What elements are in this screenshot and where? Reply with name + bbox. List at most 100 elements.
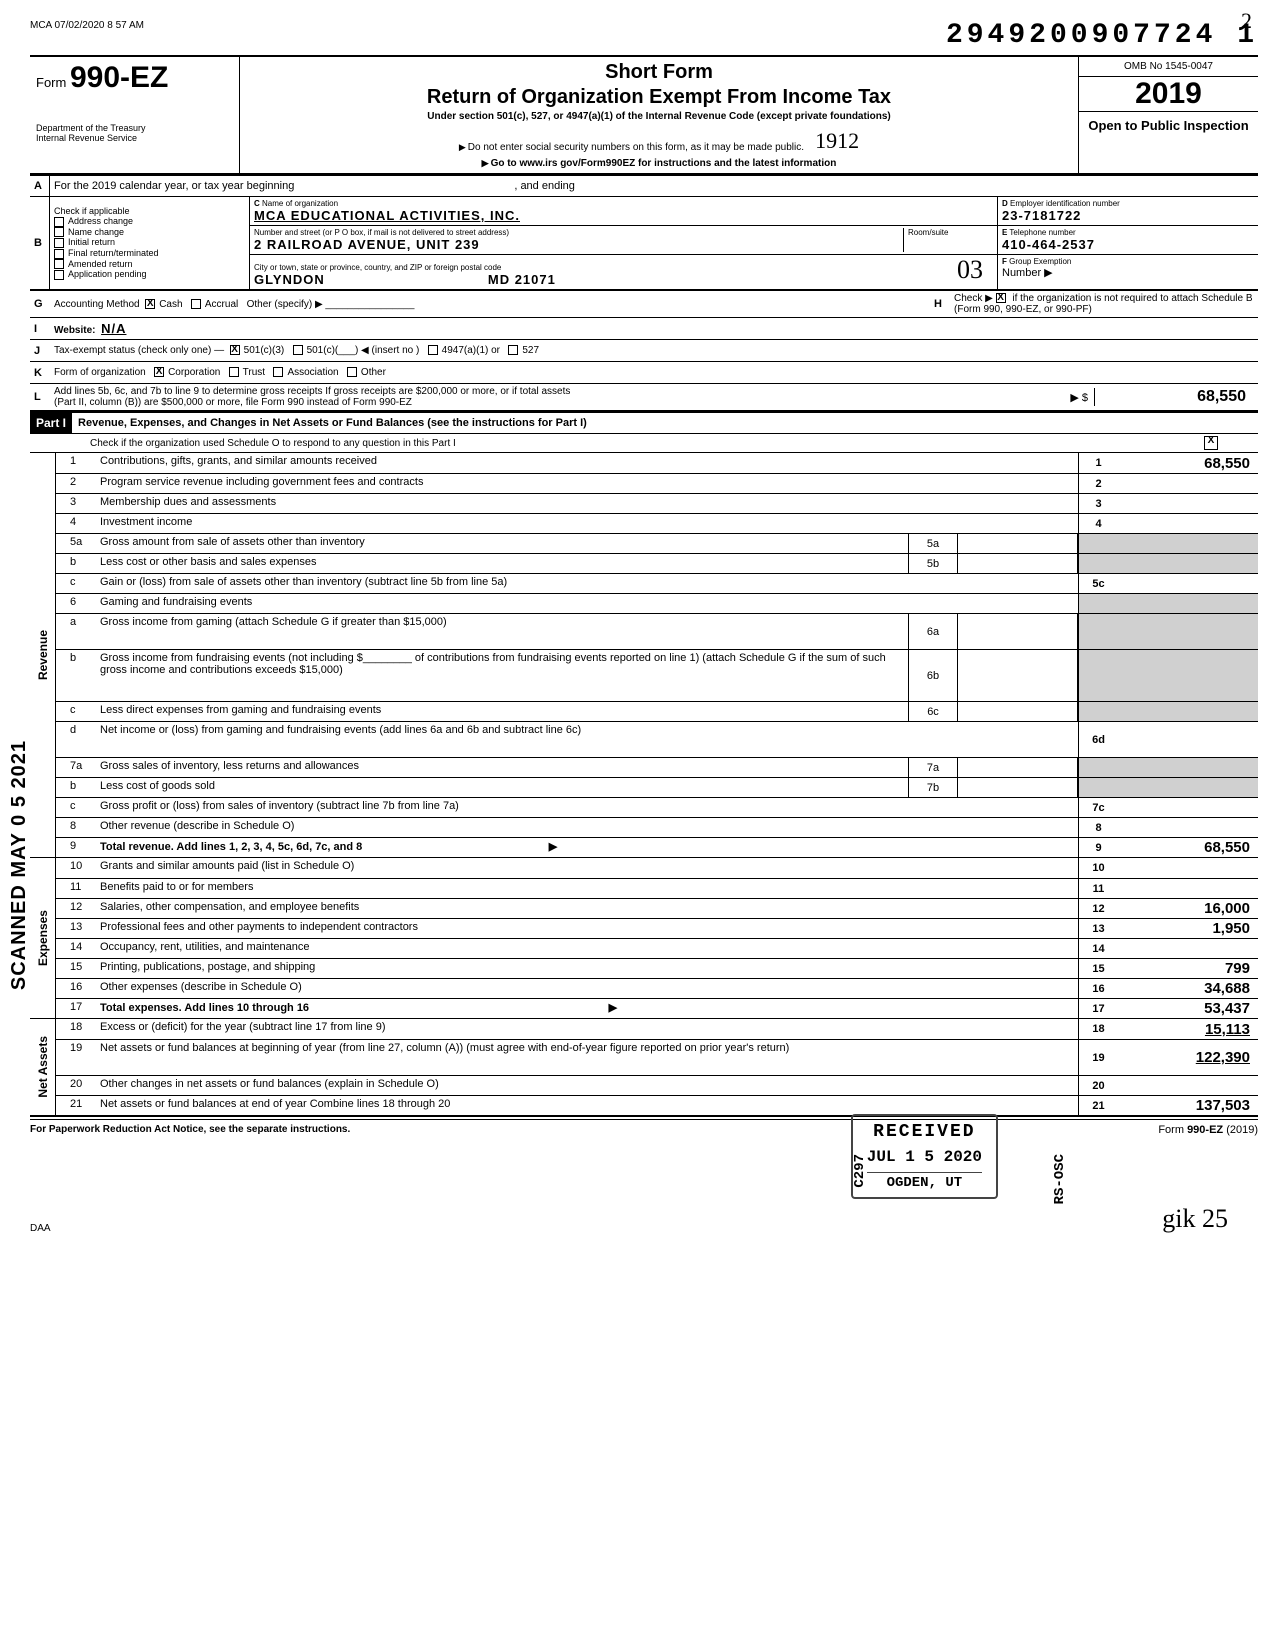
e-label: Telephone number [1009,228,1075,237]
cb-cash[interactable] [145,299,155,309]
cb-assoc[interactable] [273,367,283,377]
cb-trust[interactable] [229,367,239,377]
received-stamp: RECEIVED JUL 1 5 2020 OGDEN, UT [851,1114,998,1199]
short-form-title: Short Form [248,61,1070,84]
f-label: Group Exemption [1009,257,1071,266]
cb-name-change[interactable] [54,227,64,237]
line-14: Occupancy, rent, utilities, and maintena… [96,939,1078,958]
part1-label: Part I [30,413,72,433]
label-k: K [34,367,54,379]
side-net-assets: Net Assets [34,1032,52,1102]
cb-other[interactable] [347,367,357,377]
cb-final-return[interactable] [54,249,64,259]
line-5b: Less cost or other basis and sales expen… [96,554,908,573]
paperwork-notice: For Paperwork Reduction Act Notice, see … [30,1124,350,1136]
val-13: 1,950 [1118,919,1258,938]
cb-address-change[interactable] [54,217,64,227]
d-label: Employer identification number [1010,199,1120,208]
timestamp: MCA 07/02/2020 8 57 AM [30,20,144,31]
label-j: J [34,345,54,357]
f-number: Number ▶ [1002,267,1053,279]
ssn-note: Do not enter social security numbers on … [248,130,1070,156]
line-11: Benefits paid to or for members [96,879,1078,898]
line-17: Total expenses. Add lines 10 through 16 … [96,999,1078,1018]
line-3: Membership dues and assessments [96,494,1078,513]
tax-year: 2019 [1079,77,1258,112]
line-12: Salaries, other compensation, and employ… [96,899,1078,918]
a-text: For the 2019 calendar year, or tax year … [54,180,294,192]
line-8: Other revenue (describe in Schedule O) [96,818,1078,837]
val-18: 15,113 [1118,1019,1258,1039]
l-amount: 68,550 [1094,388,1254,406]
scanned-stamp: SCANNED MAY 0 5 2021 [8,740,31,990]
val-16: 34,688 [1118,979,1258,998]
line-2: Program service revenue including govern… [96,474,1078,493]
label-a: A [30,176,50,196]
cb-accrual[interactable] [191,299,201,309]
cb-527[interactable] [508,345,518,355]
line-10: Grants and similar amounts paid (list in… [96,858,1078,878]
hand-03: 03 [957,255,983,285]
part1-title: Revenue, Expenses, and Changes in Net As… [72,414,1258,432]
val-21: 137,503 [1118,1096,1258,1115]
val-15: 799 [1118,959,1258,978]
omb-number: OMB No 1545-0047 [1079,57,1258,77]
h-content: Check ▶ if the organization is not requi… [954,293,1254,315]
expenses-section: Expenses 10Grants and similar amounts pa… [30,858,1258,1019]
addr-label: Number and street (or P O box, if mail i… [254,228,903,237]
cb-4947[interactable] [428,345,438,355]
b-check-label: Check if applicable [54,206,130,216]
cb-schedule-o[interactable] [1204,436,1218,450]
val-1: 68,550 [1118,453,1258,473]
signature: gik 25 [1162,1204,1228,1234]
line-13: Professional fees and other payments to … [96,919,1078,938]
line-6c: Less direct expenses from gaming and fun… [96,702,908,721]
label-i: I [34,323,54,335]
cb-corp[interactable] [154,367,164,377]
part1-header-row: Part I Revenue, Expenses, and Changes in… [30,411,1258,434]
open-public: Open to Public Inspection [1079,112,1258,139]
cb-501c[interactable] [293,345,303,355]
irs: Internal Revenue Service [36,133,233,143]
j-content: Tax-exempt status (check only one) — 501… [54,345,1254,356]
line-19: Net assets or fund balances at beginning… [96,1040,1078,1075]
revenue-section: Revenue 1Contributions, gifts, grants, a… [30,453,1258,858]
l-content: Add lines 5b, 6c, and 7b to line 9 to de… [54,386,1070,408]
daa-mark: DAA [30,1223,51,1234]
room-label: Room/suite [908,228,993,237]
line-21: Net assets or fund balances at end of ye… [96,1096,1078,1115]
line-16: Other expenses (describe in Schedule O) [96,979,1078,998]
line-5c: Gain or (loss) from sale of assets other… [96,574,1078,593]
return-title: Return of Organization Exempt From Incom… [248,86,1070,109]
cb-initial-return[interactable] [54,238,64,248]
a-and-ending: , and ending [514,180,575,192]
phone: 410-464-2537 [1002,237,1095,252]
label-b: B [30,197,50,289]
org-city: GLYNDON [254,272,325,287]
hand-year: 1912 [815,128,859,153]
cb-pending[interactable] [54,270,64,280]
org-state-zip: MD 21071 [488,272,556,287]
k-content: Form of organization Corporation Trust A… [54,367,1254,378]
line-4: Investment income [96,514,1078,533]
l-arrow: ▶ $ [1070,391,1094,404]
line-7a: Gross sales of inventory, less returns a… [96,758,908,777]
val-12: 16,000 [1118,899,1258,918]
c297-stamp: C297 [852,1154,868,1188]
line-6d: Net income or (loss) from gaming and fun… [96,722,1078,757]
cb-amended[interactable] [54,259,64,269]
under-section: Under section 501(c), 527, or 4947(a)(1)… [248,111,1070,122]
line-1: Contributions, gifts, grants, and simila… [96,453,1078,473]
cb-501c3[interactable] [230,345,240,355]
ein: 23-7181722 [1002,208,1081,223]
rsosc-stamp: RS-OSC [1052,1154,1068,1204]
cb-schedule-b[interactable] [996,293,1006,303]
line-6: Gaming and fundraising events [96,594,1078,613]
line-7b: Less cost of goods sold [96,778,908,797]
org-address: 2 RAILROAD AVENUE, UNIT 239 [254,237,480,252]
g-content: Accounting Method Cash Accrual Other (sp… [54,299,934,310]
dept-treasury: Department of the Treasury [36,123,233,133]
side-revenue: Revenue [34,626,52,684]
val-17: 53,437 [1118,999,1258,1018]
city-label: City or town, state or province, country… [254,263,957,272]
